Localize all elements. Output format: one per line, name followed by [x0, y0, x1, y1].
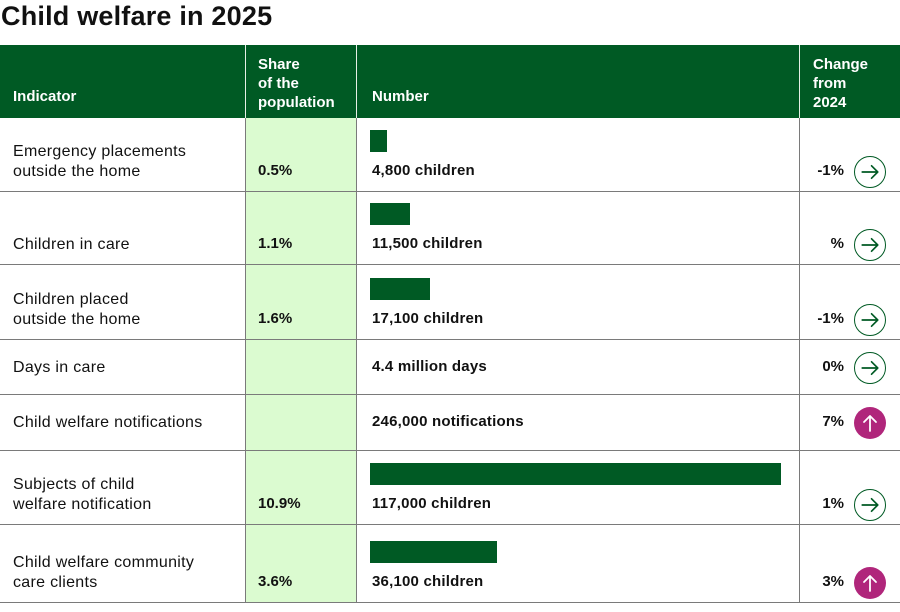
indicator-line: Children in care	[13, 236, 130, 253]
indicator-line: Days in care	[13, 359, 106, 376]
indicator-line: welfare notification	[13, 496, 152, 513]
bar	[370, 130, 387, 152]
indicator-label: Subjects of child welfare notification	[13, 475, 152, 515]
column-divider	[356, 118, 357, 603]
table-row: Children in care 1.1% 11,500 children%	[0, 192, 900, 265]
indicator-line: Emergency placements	[13, 143, 187, 160]
header-share-line: population	[258, 94, 335, 111]
header-number: Number	[372, 88, 429, 105]
row-divider	[0, 191, 900, 192]
arrow-up-icon	[854, 407, 886, 439]
change-value: 7%	[822, 413, 844, 430]
table-row: Child welfare community care clients 3.6% 3…	[0, 525, 900, 603]
bar	[370, 541, 497, 563]
share-value: 3.6%	[258, 573, 293, 590]
indicator-line: Children placed	[13, 291, 129, 308]
arrow-right-icon	[854, 229, 886, 261]
share-value: 10.9%	[258, 495, 301, 512]
arrow-right-icon	[854, 489, 886, 521]
table-row: Subjects of child welfare notification 10.…	[0, 451, 900, 525]
indicator-label: Emergency placements outside the home	[13, 142, 186, 182]
arrow-right-icon	[854, 156, 886, 188]
header-change: Change from 2024	[813, 55, 868, 112]
column-divider	[245, 118, 246, 603]
header-change-line: 2024	[813, 94, 847, 111]
page-title: Child welfare in 2025	[1, 1, 273, 31]
indicator-label: Children in care	[13, 235, 130, 255]
change-value: -1%	[817, 310, 844, 327]
share-value: 0.5%	[258, 162, 293, 179]
number-label: 246,000 notifications	[372, 413, 524, 430]
table-row: Emergency placements outside the home 0.5%…	[0, 118, 900, 192]
table-row: Children placed outside the home 1.6% 17,10…	[0, 265, 900, 340]
share-value: 1.1%	[258, 235, 293, 252]
header-change-line: Change	[813, 56, 869, 73]
header-indicator: Indicator	[13, 88, 77, 105]
change-value: 0%	[822, 358, 844, 375]
share-value: 1.6%	[258, 310, 293, 327]
column-divider	[799, 118, 800, 603]
change-value: 3%	[822, 573, 844, 590]
row-divider	[0, 264, 900, 265]
change-value: -1%	[817, 162, 844, 179]
change-value: 1%	[822, 495, 844, 512]
table-row: Days in care 4.4 million days 0%	[0, 340, 900, 395]
indicator-label: Days in care	[13, 358, 106, 378]
header-divider	[245, 45, 246, 118]
indicator-line: Child welfare community	[13, 554, 195, 571]
bar	[370, 203, 410, 225]
number-label: 36,100 children	[372, 573, 484, 590]
header-share: Share of the population	[258, 55, 335, 112]
indicator-label: Child welfare notifications	[13, 413, 203, 433]
arrow-up-icon	[854, 567, 886, 599]
header-share-line: Share	[258, 56, 300, 73]
bar	[370, 463, 781, 485]
number-label: 117,000 children	[372, 495, 492, 512]
welfare-table: Indicator Share of the population Number…	[0, 45, 900, 603]
indicator-line: care clients	[13, 574, 98, 591]
header-divider	[799, 45, 800, 118]
row-divider	[0, 524, 900, 525]
row-divider	[0, 339, 900, 340]
number-label: 4.4 million days	[372, 358, 487, 375]
bar	[370, 278, 430, 300]
row-divider	[0, 450, 900, 451]
header-share-line: of the	[258, 75, 299, 92]
number-label: 11,500 children	[372, 235, 483, 252]
indicator-line: Subjects of child	[13, 476, 135, 493]
arrow-right-icon	[854, 352, 886, 384]
number-label: 4,800 children	[372, 162, 475, 179]
header-divider	[356, 45, 357, 118]
table-row: Child welfare notifications 246,000 notif…	[0, 395, 900, 451]
header-change-line: from	[813, 75, 847, 92]
indicator-label: Child welfare community care clients	[13, 553, 194, 593]
number-label: 17,100 children	[372, 310, 484, 327]
change-value: %	[830, 235, 844, 252]
indicator-line: Child welfare notifications	[13, 414, 203, 431]
share-column-shade	[245, 118, 356, 603]
table-header: Indicator Share of the population Number…	[0, 45, 900, 118]
row-divider	[0, 394, 900, 395]
indicator-line: outside the home	[13, 311, 141, 328]
arrow-right-icon	[854, 304, 886, 336]
row-divider	[0, 602, 900, 603]
indicator-label: Children placed outside the home	[13, 290, 141, 330]
indicator-line: outside the home	[13, 163, 141, 180]
